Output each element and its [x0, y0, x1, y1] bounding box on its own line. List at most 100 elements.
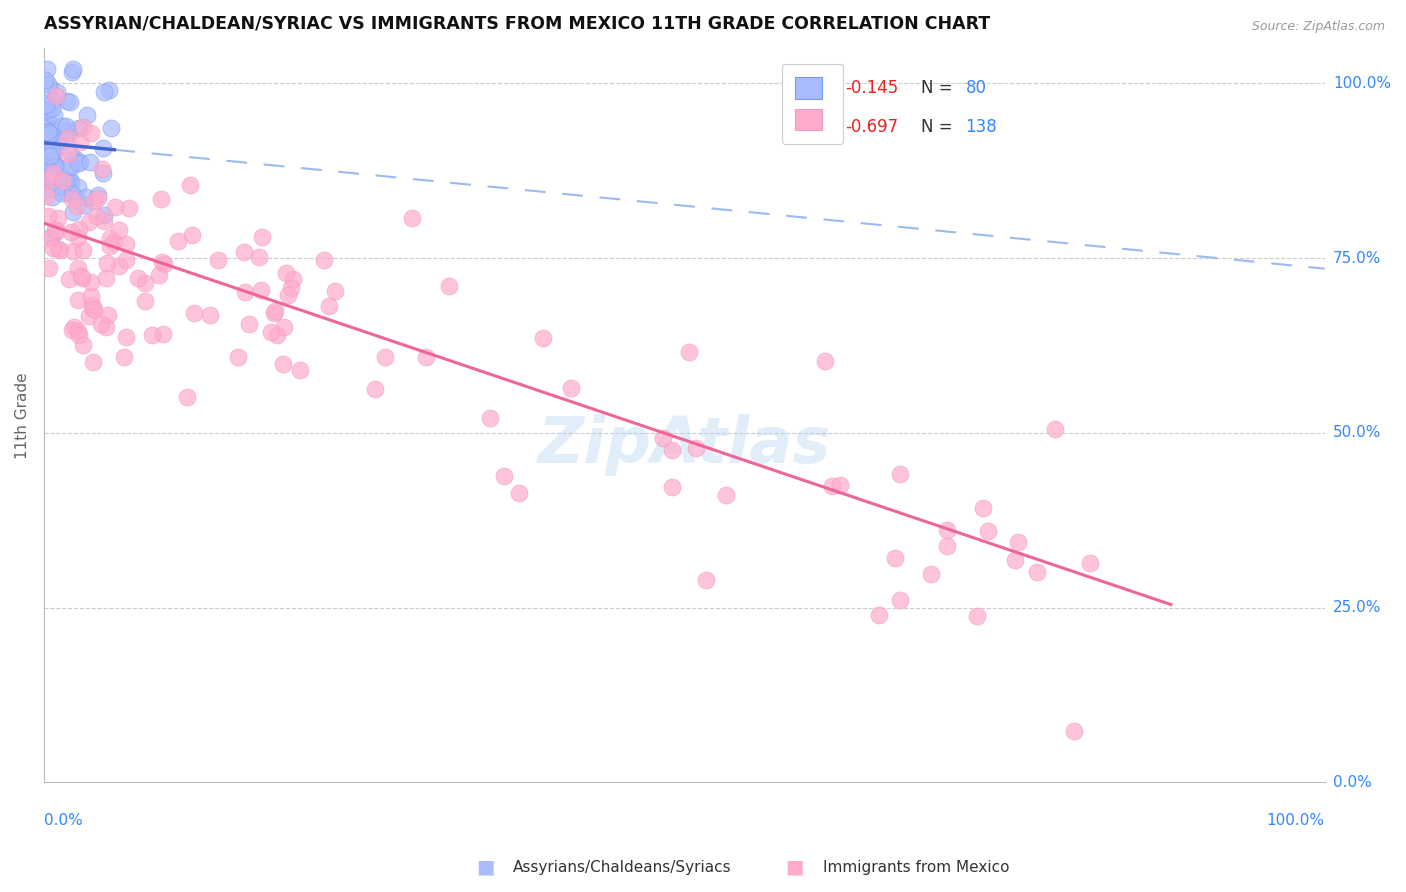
Point [72, 243, 94, 257]
Point [69, 135, 91, 149]
Point [41, 228, 63, 243]
Point [65, 199, 87, 213]
Point [100, 120, 122, 135]
Point [37, 114, 59, 128]
Point [45, 89, 67, 103]
Point [37, 161, 59, 176]
Point [34, 112, 56, 126]
Point [48, 129, 70, 144]
Point [281, 272, 304, 286]
Point [58, 124, 80, 138]
Point [115, 330, 138, 344]
Point [115, 253, 138, 268]
Point [52, 173, 75, 187]
Point [37, 125, 59, 139]
Point [41, 145, 63, 159]
Point [179, 178, 201, 192]
Point [1025, 565, 1047, 579]
Point [70, 271, 93, 285]
Point [652, 431, 675, 445]
Point [920, 567, 942, 582]
Point [45, 85, 67, 99]
Point [821, 479, 844, 493]
Point [83, 302, 105, 317]
Point [235, 285, 257, 299]
Point [96, 320, 118, 334]
Point [75, 190, 97, 204]
Point [94, 270, 117, 285]
Point [63, 153, 86, 167]
Point [69, 269, 91, 284]
Point [263, 306, 285, 320]
Point [67, 156, 90, 170]
Point [45, 141, 67, 155]
Point [80, 288, 103, 302]
Point [374, 350, 396, 364]
Point [59, 145, 82, 160]
Point [42, 108, 65, 122]
Point [977, 524, 1000, 538]
Text: Assyrians/Chaldeans/Syriacs: Assyrians/Chaldeans/Syriacs [513, 860, 731, 874]
Point [77, 310, 100, 324]
Point [55, 120, 77, 134]
Point [79, 126, 101, 140]
Text: 0.0%: 0.0% [44, 813, 83, 828]
Point [250, 283, 273, 297]
Point [685, 442, 707, 456]
Point [531, 331, 554, 345]
Point [415, 350, 437, 364]
Text: 100.0%: 100.0% [1333, 76, 1391, 91]
Point [889, 593, 911, 607]
Point [492, 469, 515, 483]
Point [176, 390, 198, 404]
Point [56, 131, 79, 145]
Point [65, 191, 87, 205]
Point [271, 357, 294, 371]
Point [889, 467, 911, 481]
Point [41, 161, 63, 175]
Point [69, 154, 91, 169]
Point [232, 245, 254, 260]
Point [86, 209, 108, 223]
Point [323, 284, 346, 298]
Point [72, 120, 94, 134]
Point [273, 319, 295, 334]
Text: ■: ■ [475, 857, 495, 877]
Point [32, 119, 55, 133]
Point [62, 244, 84, 259]
Text: -0.697: -0.697 [845, 118, 898, 136]
Point [72, 338, 94, 352]
Point [73, 198, 96, 212]
Point [112, 350, 135, 364]
Point [67, 328, 90, 343]
Point [62, 62, 84, 77]
Point [44, 157, 66, 171]
Point [883, 551, 905, 566]
Point [44, 159, 66, 173]
Point [67, 324, 90, 338]
Point [38, 172, 60, 186]
Point [42, 94, 65, 108]
Point [34, 160, 56, 174]
Point [51, 186, 73, 200]
Point [35, 62, 58, 77]
Point [1045, 422, 1067, 436]
Point [37, 209, 59, 223]
Point [103, 235, 125, 250]
Point [93, 208, 115, 222]
Point [814, 354, 837, 368]
Point [55, 180, 77, 194]
Text: 80: 80 [966, 78, 987, 96]
Point [82, 302, 104, 317]
Point [42, 166, 65, 180]
Point [695, 573, 717, 587]
Point [56, 146, 79, 161]
Point [56, 94, 79, 108]
Point [44, 223, 66, 237]
Point [1004, 553, 1026, 567]
Point [935, 539, 957, 553]
Point [96, 256, 118, 270]
Point [180, 227, 202, 242]
Point [38, 127, 60, 141]
Point [150, 192, 173, 206]
